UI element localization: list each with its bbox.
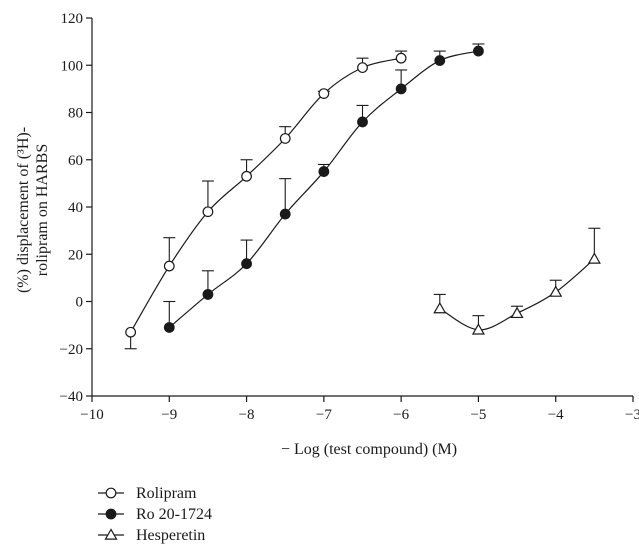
y-tick-label: 120 <box>61 11 84 27</box>
x-tick-label: −6 <box>393 407 409 423</box>
axes: −40 −20 0 20 40 60 80 100 120 −10 −9 −8 −7 −6 −5 −4 −3 <box>60 11 639 423</box>
legend-marker <box>105 508 117 520</box>
legend-label: Hesperetin <box>136 527 205 544</box>
legend-item: Hesperetin <box>98 527 205 544</box>
data-point <box>241 258 252 270</box>
y-tick-label: 40 <box>68 200 83 216</box>
series-line <box>130 57 402 333</box>
legend: Rolipram Ro 20-1724 Hesperetin <box>98 485 212 544</box>
data-point <box>163 322 175 333</box>
series-line <box>439 258 595 331</box>
x-tick-label: −5 <box>470 407 486 423</box>
y-tick-label: 100 <box>61 58 84 74</box>
data-point <box>279 208 291 220</box>
data-point <box>473 45 484 57</box>
y-axis-title: (%) displacement of (³H)- rolipram on HA… <box>15 127 51 293</box>
data-point <box>471 323 485 335</box>
y-tick-label: 80 <box>68 106 83 122</box>
x-axis-title: − Log (test compound) (M) <box>281 441 457 458</box>
data-point <box>357 116 368 128</box>
y-tick-label: 20 <box>68 247 83 263</box>
series-layer <box>124 43 601 350</box>
data-point <box>395 83 407 95</box>
x-tick-label: −4 <box>548 407 564 423</box>
data-point <box>318 88 330 99</box>
data-point <box>434 55 446 66</box>
data-point <box>279 133 291 144</box>
y-tick-label: −20 <box>60 342 83 358</box>
data-point <box>395 52 407 64</box>
x-tick-label: −8 <box>239 407 255 423</box>
data-point <box>202 206 214 218</box>
legend-item: Ro 20-1724 <box>98 506 212 523</box>
data-point <box>587 252 601 264</box>
data-point <box>549 285 563 297</box>
data-point <box>433 301 447 314</box>
legend-marker <box>104 528 118 540</box>
x-tick-label: −10 <box>80 407 103 423</box>
y-axis-title-line2: rolipram on HARBS <box>34 144 51 276</box>
data-point <box>318 166 330 177</box>
series-ro-20-1724 <box>163 43 485 333</box>
x-tick-label: −3 <box>625 407 639 423</box>
data-point <box>125 326 137 338</box>
legend-label: Ro 20-1724 <box>136 506 212 523</box>
series-rolipram <box>124 50 408 350</box>
y-tick-label: 0 <box>76 295 84 311</box>
legend-item: Rolipram <box>98 485 197 502</box>
data-point <box>163 260 175 272</box>
series-hesperetin <box>433 227 601 335</box>
y-tick-label: 60 <box>68 153 83 169</box>
data-point <box>510 306 524 319</box>
y-axis-title-line1: (%) displacement of (³H)- <box>15 127 32 293</box>
data-point <box>241 170 252 182</box>
y-tick-label: −40 <box>60 389 83 405</box>
legend-label: Rolipram <box>136 485 197 502</box>
x-tick-label: −7 <box>316 407 332 423</box>
x-tick-label: −9 <box>161 407 177 423</box>
legend-marker <box>105 487 117 499</box>
data-point <box>202 289 214 300</box>
data-point <box>357 62 368 74</box>
